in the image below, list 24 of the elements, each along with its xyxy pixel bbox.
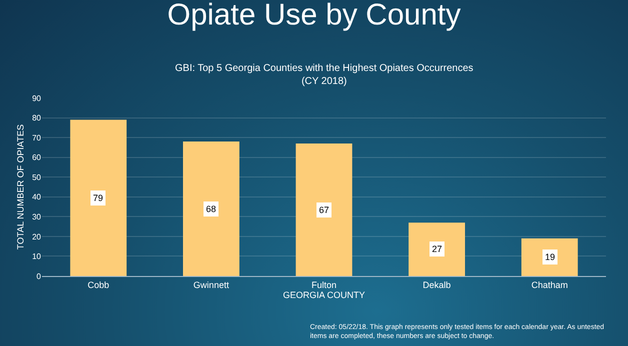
y-tick-label: 60	[32, 153, 42, 162]
data-label: 27	[432, 244, 442, 254]
y-tick-label: 40	[32, 192, 42, 202]
y-tick-label: 90	[32, 94, 42, 103]
data-label: 19	[545, 252, 556, 262]
y-tick-label: 20	[32, 232, 42, 242]
data-label: 79	[93, 193, 104, 203]
y-tick-label: 50	[32, 172, 42, 182]
y-tick-label: 30	[32, 212, 42, 222]
y-tick-label: 80	[32, 114, 42, 123]
y-tick-label: 0	[36, 272, 42, 281]
x-tick-label: Chatham	[531, 280, 568, 290]
y-tick-label: 10	[32, 252, 42, 262]
x-axis-title: GEORGIA COUNTY	[282, 290, 366, 300]
x-tick-label: Fulton	[311, 280, 337, 290]
chart-title: Opiate Use by County	[167, 0, 461, 32]
x-tick-label: Cobb	[88, 280, 110, 290]
data-label: 67	[319, 205, 330, 215]
x-tick-label: Dekalb	[422, 280, 451, 290]
chart-subtitle: GBI: Top 5 Georgia Counties with the Highest Opiates Occurrences (CY 2018)	[175, 63, 474, 87]
y-axis-title: TOTAL NUMBER OF OPIATES	[15, 124, 26, 250]
data-label: 68	[206, 204, 216, 214]
y-tick-label: 70	[32, 133, 42, 142]
x-tick-label: Gwinnett	[193, 280, 230, 290]
